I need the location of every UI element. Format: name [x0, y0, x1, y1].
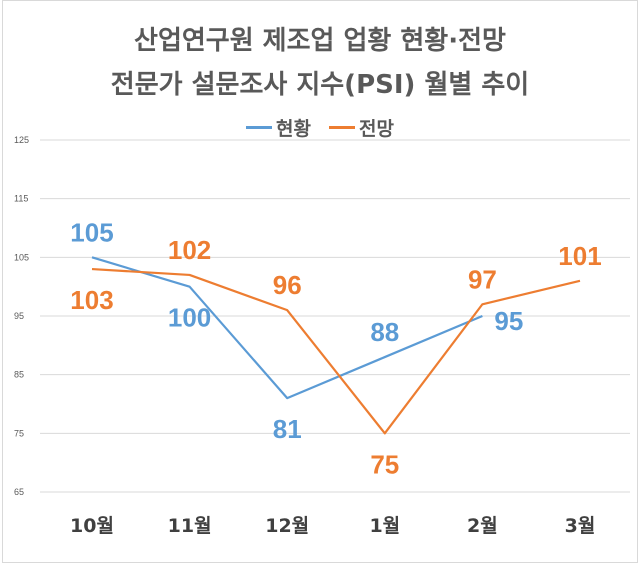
data-label: 97	[468, 264, 497, 294]
x-tick-label: 12월	[265, 515, 309, 537]
y-tick-label: 85	[14, 370, 24, 380]
legend-swatch	[246, 126, 273, 129]
x-tick-label: 1월	[369, 515, 400, 537]
data-label: 103	[70, 285, 113, 315]
x-tick-label: 11월	[168, 515, 212, 537]
legend-item-current: 현황	[246, 114, 311, 141]
legend: 현황 전망	[0, 114, 640, 141]
x-tick-label: 10월	[70, 515, 114, 537]
data-label: 100	[168, 303, 211, 333]
data-label: 105	[70, 217, 113, 247]
x-tick-label: 2월	[467, 515, 498, 537]
chart-title-line-1: 산업연구원 제조업 업황 현황·전망	[134, 26, 506, 56]
legend-swatch	[329, 126, 355, 129]
data-label: 88	[370, 317, 399, 347]
y-tick-label: 105	[14, 252, 29, 262]
chart-title-line-2: 전문가 설문조사 지수(PSI) 월별 추이	[110, 70, 530, 100]
data-label: 102	[168, 235, 211, 265]
y-tick-label: 125	[14, 135, 29, 145]
data-label: 81	[273, 414, 302, 444]
y-tick-label: 115	[14, 194, 28, 204]
y-tick-label: 95	[14, 311, 24, 321]
y-tick-label: 65	[14, 487, 24, 497]
legend-item-forecast: 전망	[329, 114, 394, 141]
x-tick-label: 3월	[565, 515, 596, 537]
legend-label: 현황	[276, 118, 311, 140]
data-label: 101	[558, 241, 601, 271]
y-tick-label: 75	[14, 428, 24, 438]
data-label: 75	[370, 449, 399, 479]
data-label: 96	[273, 270, 302, 300]
series-line-전망	[91, 267, 581, 435]
series-line-현황	[91, 256, 483, 400]
data-label: 95	[494, 306, 523, 336]
legend-label: 전망	[359, 118, 394, 140]
